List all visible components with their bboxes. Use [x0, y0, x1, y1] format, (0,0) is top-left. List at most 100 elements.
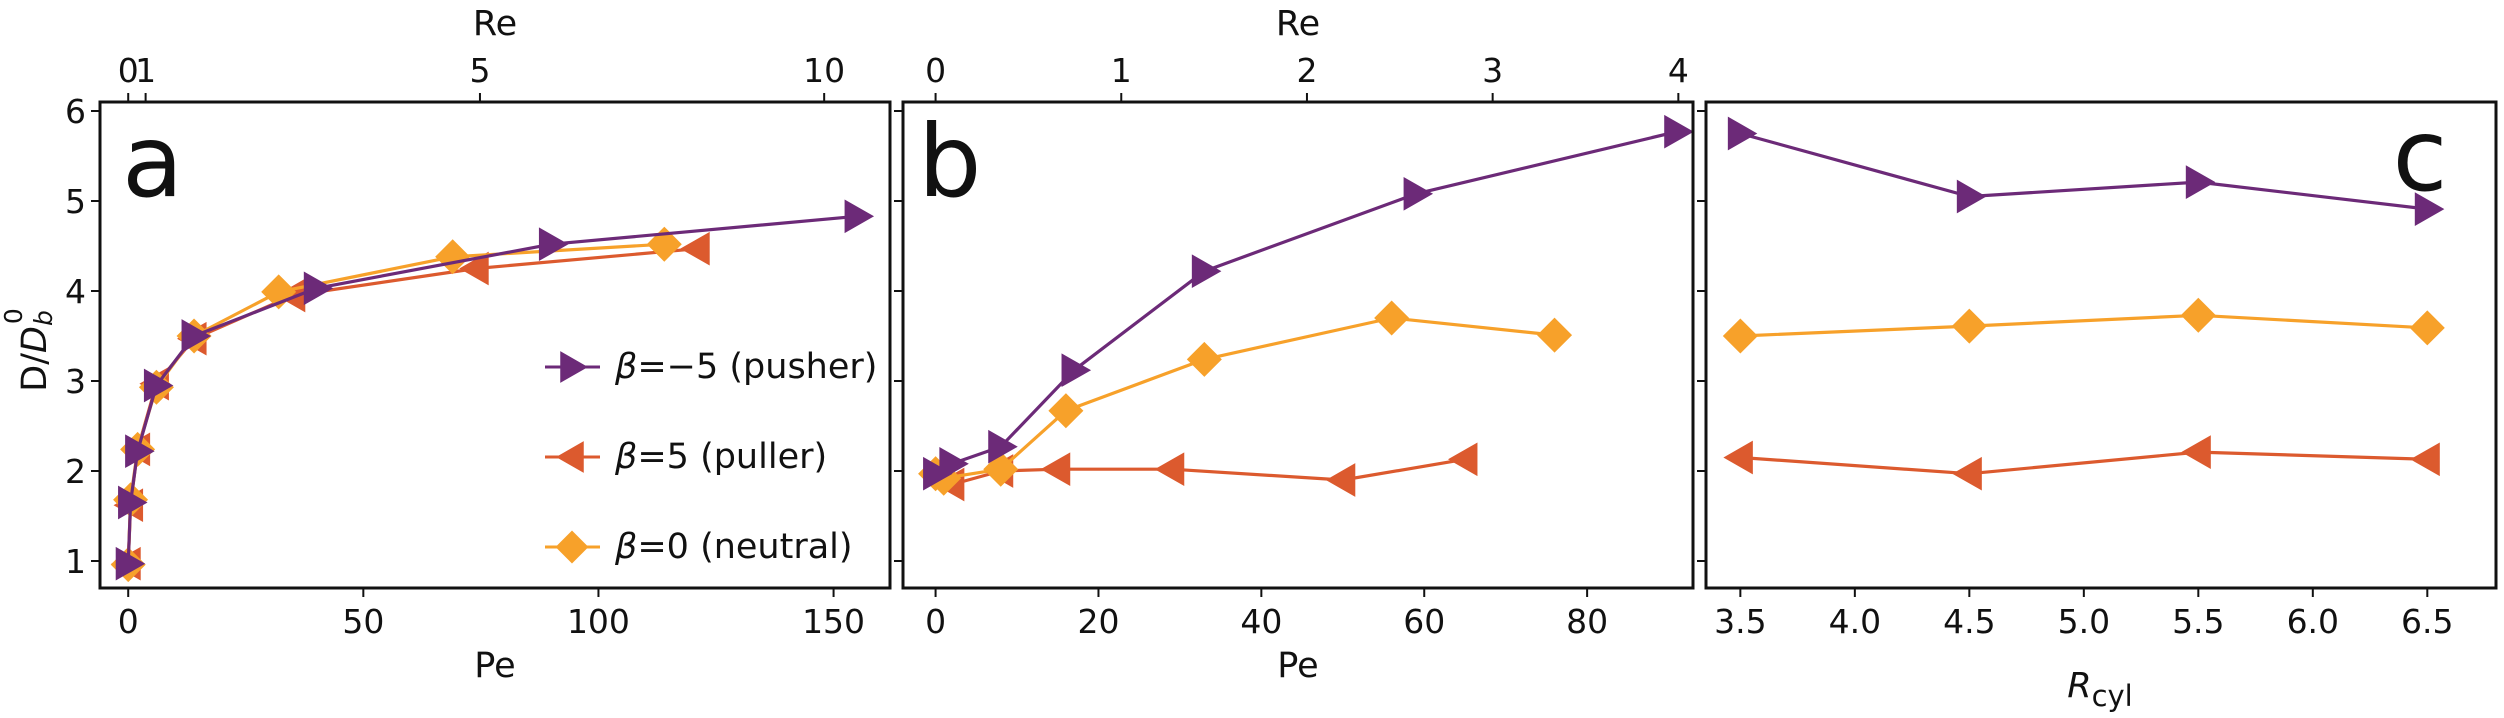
panel-a-point-pusher-5 [303, 271, 334, 306]
panel-a-point-pusher-3 [143, 368, 174, 403]
panel-c-x-tick-label-6: 6.5 [2401, 602, 2453, 641]
panel-a-frame [98, 100, 892, 590]
panel-a-point-pusher-1 [118, 485, 148, 520]
panel-c-frame [1704, 100, 2498, 590]
panel-b-point-neutral-3 [1048, 393, 1084, 429]
panel-c-point-pusher-2 [2185, 165, 2216, 199]
panel-a-x-tick-label-0: 0 [118, 602, 139, 641]
panel-c-point-neutral-3 [2409, 310, 2445, 346]
panel-c-point-puller-0 [1723, 440, 1753, 475]
panel-c-line-neutral [1740, 313, 2428, 338]
legend: β=−5 (pusher) β=5 (puller) β=0 (neutral) [545, 347, 877, 567]
panel-c-x-tick-label-4: 5.5 [2172, 602, 2224, 641]
panel-a-top-axis-title: Re [473, 4, 517, 44]
panel-c-point-puller-2 [2181, 435, 2211, 469]
panel-a-top-tick-label-1: 1 [135, 51, 156, 90]
panel-c-x-tick-label-5: 6.0 [2287, 602, 2339, 641]
panel-b-point-puller-6 [1447, 442, 1478, 477]
legend-item-neutral: β=0 (neutral) [545, 527, 853, 567]
panel-c-point-pusher-0 [1727, 116, 1758, 151]
panel-b-x-tick-label-4: 80 [1566, 602, 1608, 641]
panel-a-point-pusher-6 [538, 227, 569, 262]
panel-a-point-pusher-2 [125, 434, 155, 469]
panel-b-label: b [918, 103, 981, 220]
panel-c-point-neutral-1 [1951, 308, 1987, 344]
panel-a-point-neutral-5 [261, 274, 297, 310]
panel-a-point-pusher-0 [115, 546, 146, 581]
panel-b-point-pusher-4 [1191, 254, 1222, 289]
panel-a-point-puller-7 [680, 231, 710, 266]
legend-label-puller: β=5 (puller) [614, 437, 827, 477]
panel-b-top-tick-label-3: 3 [1482, 51, 1503, 90]
panel-a-top-tick-label-3: 10 [803, 51, 845, 90]
legend-marker-puller [555, 441, 584, 473]
panel-c-point-puller-1 [1952, 456, 1982, 491]
panel-c-point-neutral-2 [2180, 297, 2216, 333]
panel-b-point-neutral-5 [1374, 300, 1410, 336]
panel-b-top-tick-label-2: 2 [1296, 51, 1317, 90]
panel-b-x-tick-label-1: 20 [1077, 602, 1119, 641]
panel-b-point-pusher-6 [1664, 114, 1694, 149]
panel-b-ticks: 0 20 40 60 80 0 1 2 3 4 [894, 51, 1689, 641]
panel-c-x-axis-title: Rcyl [2067, 666, 2133, 713]
panel-a-top-tick-label-0: 0 [118, 51, 139, 90]
panel-c-point-puller-3 [2410, 442, 2440, 477]
panel-b-top-tick-label-4: 4 [1668, 51, 1689, 90]
panel-a-x-tick-label-2: 100 [567, 602, 630, 641]
panel-a-y-tick-label-5: 6 [65, 92, 86, 131]
panel-b-point-pusher-3 [1061, 353, 1092, 388]
y-axis-title: D/Db0 [0, 308, 58, 391]
panel-a-top-tick-label-2: 5 [469, 51, 490, 90]
panel-b-point-pusher-5 [1403, 176, 1434, 211]
panel-a-point-pusher-7 [844, 199, 875, 234]
panel-c-point-pusher-1 [1956, 179, 1987, 214]
panel-b-point-pusher-1 [939, 446, 969, 481]
panel-a-label: a [122, 103, 183, 220]
panel-b-point-puller-3 [1040, 452, 1071, 487]
panel-a-point-neutral-6 [435, 239, 471, 275]
panel-c-point-neutral-0 [1722, 318, 1758, 354]
panel-c-x-tick-label-2: 4.5 [1943, 602, 1995, 641]
panel-a-x-tick-label-3: 150 [802, 602, 865, 641]
legend-marker-pusher [560, 351, 589, 383]
panel-a-x-tick-label-1: 50 [342, 602, 384, 641]
panel-b-frame [901, 100, 1695, 590]
panel-a-marks [110, 199, 875, 583]
panel-a-y-tick-label-0: 1 [65, 542, 86, 581]
panel-b-x-tick-label-3: 60 [1403, 602, 1445, 641]
panel-a-y-tick-label-4: 5 [65, 182, 86, 221]
panel-a-y-tick-label-1: 2 [65, 452, 86, 491]
panel-b-x-tick-label-2: 40 [1240, 602, 1282, 641]
panel-b-marks [918, 114, 1694, 502]
panel-c-marks [1722, 116, 2445, 491]
legend-label-neutral: β=0 (neutral) [614, 527, 853, 567]
panel-b-point-neutral-6 [1537, 317, 1573, 353]
panel-b-top-axis-title: Re [1276, 4, 1320, 44]
panel-b-point-pusher-0 [923, 456, 953, 491]
panel-b-point-puller-5 [1325, 463, 1356, 497]
panel-c-x-tick-label-0: 3.5 [1714, 602, 1766, 641]
panel-b-top-tick-label-1: 1 [1111, 51, 1132, 90]
panel-b-point-neutral-4 [1186, 341, 1222, 377]
panel-c-line-puller [1740, 450, 2428, 476]
panel-b: 0 20 40 60 80 0 1 2 3 4 b Pe Re [894, 4, 1695, 686]
legend-item-pusher: β=−5 (pusher) [545, 347, 877, 387]
panel-c-x-tick-label-1: 4.0 [1829, 602, 1881, 641]
panel-b-point-puller-4 [1154, 452, 1185, 487]
panel-b-top-tick-label-0: 0 [925, 51, 946, 90]
panel-c-label: c [2393, 97, 2448, 214]
panel-a-x-axis-title: Pe [474, 646, 515, 686]
panel-c-point-pusher-3 [2414, 192, 2445, 226]
panel-c-ticks: 3.5 4.0 4.5 5.0 5.5 6.0 6.5 [1697, 110, 2454, 641]
panel-a-y-tick-label-2: 3 [65, 362, 86, 401]
panel-b-x-axis-title: Pe [1277, 646, 1318, 686]
panel-c: 3.5 4.0 4.5 5.0 5.5 6.0 6.5 c Rcyl [1697, 97, 2498, 713]
panel-a-point-puller-6 [459, 251, 489, 286]
legend-label-pusher: β=−5 (pusher) [614, 347, 877, 387]
panel-a-point-pusher-4 [181, 319, 212, 353]
panel-c-x-tick-label-3: 5.0 [2058, 602, 2110, 641]
